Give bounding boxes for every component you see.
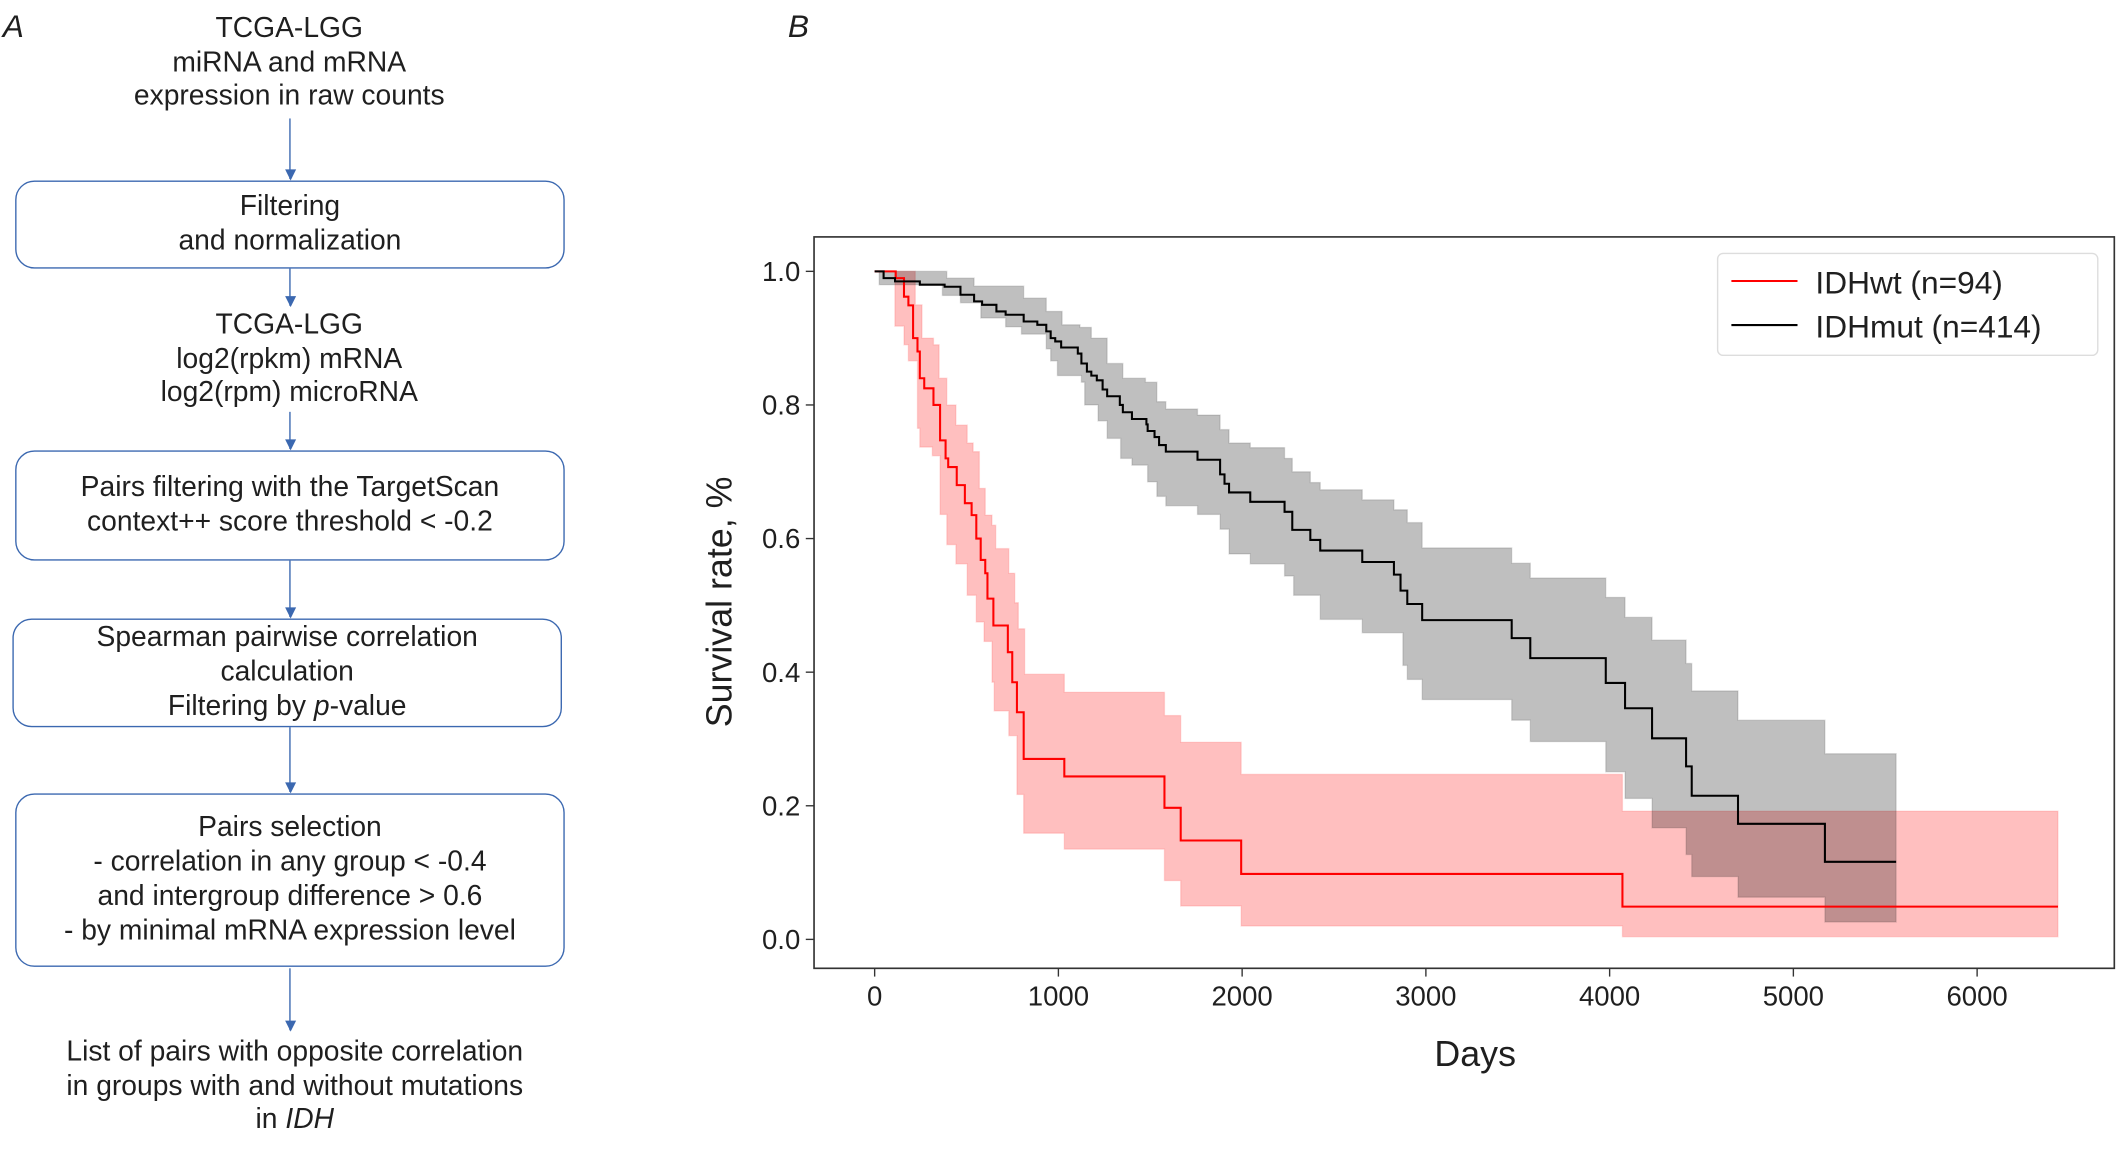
italic-text: p	[313, 689, 330, 722]
text-line: log2(rpm) microRNA	[160, 376, 418, 408]
text-line: in IDH	[6, 1104, 585, 1138]
text-line: log2(rpkm) mRNA	[176, 342, 403, 375]
y-tick-label: 0.8	[762, 390, 800, 421]
text-line: and normalization	[178, 224, 402, 257]
confidence-band-idhmut	[874, 270, 1897, 923]
text-line: List of pairs with opposite correlation	[66, 1035, 524, 1068]
arrow-down-icon	[283, 968, 298, 1032]
arrow-down-icon	[283, 118, 298, 181]
text-line: miRNA and mRNA	[172, 46, 407, 78]
x-tick-label: 1000	[1028, 981, 1089, 1012]
flow-output-text: List of pairs with opposite correlation …	[6, 1036, 585, 1138]
panel-label-a: A	[2, 8, 24, 45]
text-span: Filtering by	[167, 689, 314, 722]
text-line: TCGA-LGG	[215, 308, 363, 341]
arrow-down-icon	[283, 727, 298, 794]
text-line: - by minimal mRNA expression level	[63, 914, 516, 946]
text-line: context++ score threshold < -0.2	[87, 505, 493, 538]
x-tick-label: 0	[867, 981, 882, 1012]
text-line: expression in raw counts	[133, 80, 445, 112]
y-axis-label: Survival rate, %	[699, 477, 739, 728]
text-line: - correlation in any group < -0.4	[93, 846, 487, 878]
y-tick-label: 0.2	[762, 790, 800, 821]
y-tick-label: 1.0	[762, 256, 800, 287]
flow-step-spearman: Spearman pairwise correlation calculatio…	[12, 618, 562, 728]
y-tick-label: 0.0	[762, 924, 800, 955]
x-tick-label: 6000	[1946, 981, 2007, 1012]
flow-step-pairs-selection: Pairs selection - correlation in any gro…	[15, 793, 565, 967]
text-line: and intergroup difference > 0.6	[97, 880, 483, 912]
text-line: Filtering by p-value	[168, 690, 407, 724]
arrow-down-icon	[283, 560, 298, 619]
text-line: Filtering	[239, 190, 341, 223]
y-tick-label: 0.4	[762, 657, 800, 688]
flow-intermediate-text: TCGA-LGG log2(rpkm) mRNA log2(rpm) micro…	[0, 309, 579, 411]
text-line: TCGA-LGG	[215, 12, 363, 45]
text-span: -value	[329, 689, 407, 722]
arrow-down-icon	[283, 268, 298, 308]
text-line: in groups with and without mutations	[66, 1069, 524, 1102]
legend-box	[1716, 252, 2099, 357]
x-axis-label: Days	[1434, 1034, 1516, 1074]
panel-label-b: B	[787, 8, 810, 45]
flow-input-text: TCGA-LGG miRNA and mRNA expression in ra…	[0, 12, 579, 114]
text-span: in	[255, 1103, 286, 1136]
legend-label-idhmut: IDHmut (n=414)	[1815, 308, 2041, 344]
x-tick-label: 2000	[1212, 981, 1273, 1012]
text-line: Pairs selection	[198, 811, 382, 844]
text-line: Pairs filtering with the TargetScan	[80, 471, 500, 504]
x-tick-label: 3000	[1395, 981, 1456, 1012]
plot-frame	[813, 236, 2116, 970]
flow-step-targetscan: Pairs filtering with the TargetScan cont…	[15, 450, 565, 561]
survival-curve-idhwt	[874, 270, 2058, 908]
confidence-band-idhwt	[874, 270, 2059, 938]
x-tick-label: 5000	[1763, 981, 1824, 1012]
flow-step-filtering: Filtering and normalization	[15, 180, 565, 269]
text-line: Spearman pairwise correlation	[96, 621, 478, 654]
arrow-down-icon	[283, 411, 298, 451]
legend: IDHwt (n=94) IDHmut (n=414)	[1716, 252, 2099, 357]
y-tick-label: 0.6	[762, 523, 800, 554]
legend-label-idhwt: IDHwt (n=94)	[1815, 264, 2002, 300]
text-line: calculation	[220, 655, 354, 688]
x-tick-label: 4000	[1579, 981, 1640, 1012]
survival-curve-idhmut	[874, 270, 1897, 863]
italic-text: IDH	[285, 1103, 334, 1136]
